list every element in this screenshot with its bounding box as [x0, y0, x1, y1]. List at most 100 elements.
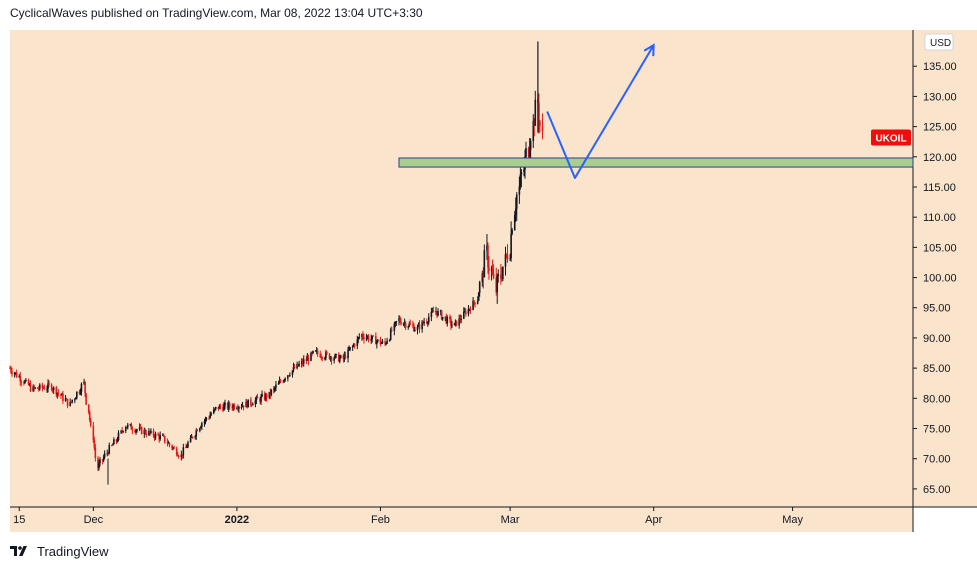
candle-body [9, 368, 11, 370]
candle-body [282, 381, 285, 383]
candle-body [185, 447, 187, 449]
candle-body [402, 323, 405, 325]
candle-body [385, 343, 387, 345]
candle-body [48, 383, 50, 385]
candle-body [263, 394, 266, 400]
candle-body [247, 399, 249, 408]
candle-body [98, 463, 100, 469]
candle-body [418, 324, 421, 330]
price-axis-background [913, 30, 977, 507]
candle-body [449, 316, 451, 319]
candle-body [23, 382, 25, 384]
candle-body [181, 454, 184, 456]
candle-body [76, 391, 78, 398]
candle-body [436, 311, 438, 316]
candle-body [217, 406, 220, 409]
y-tick-label: 95.00 [923, 303, 951, 315]
candle-body [339, 355, 342, 358]
candle-body [371, 335, 373, 339]
candle-body [117, 432, 120, 440]
candle-body [311, 352, 313, 354]
candle-body [422, 321, 424, 324]
candle-body [103, 453, 106, 458]
candle-body [315, 350, 318, 352]
candle-body [182, 447, 185, 456]
candle-body [337, 354, 340, 362]
candle-body [162, 434, 164, 436]
candle-body [134, 430, 136, 432]
candle-body [344, 355, 347, 359]
candle-body [444, 316, 447, 318]
candle-body [324, 358, 326, 360]
candle-body [252, 404, 254, 406]
candle-body [36, 387, 39, 389]
candle-body [32, 386, 34, 392]
candle-body [316, 350, 319, 354]
candle-body [472, 300, 474, 310]
candle-body [172, 447, 174, 449]
candle-body [52, 387, 55, 390]
candle-body [126, 424, 129, 428]
candle-body [131, 429, 134, 431]
candle-body [138, 427, 141, 430]
candle-body [69, 401, 71, 406]
candle-body [268, 391, 271, 398]
x-tick-label: Feb [371, 514, 390, 526]
candle-body [237, 408, 239, 410]
candle-body [113, 439, 115, 445]
candle-body [41, 384, 44, 388]
candle-body [412, 324, 414, 326]
candle-body [238, 406, 240, 409]
candle-body [365, 337, 368, 340]
candle-body [408, 323, 411, 327]
currency-text: USD [930, 38, 951, 49]
candle-body [307, 357, 310, 361]
candle-body [277, 383, 280, 385]
candle-body [87, 404, 90, 412]
candle-body [388, 339, 391, 341]
candle-body [425, 321, 428, 323]
y-tick-label: 65.00 [923, 484, 951, 496]
candle-body [298, 363, 300, 367]
candle-body [152, 430, 155, 436]
y-tick-label: 130.00 [923, 91, 957, 103]
candle-body [38, 384, 41, 389]
currency-label: USD [924, 33, 954, 51]
symbol-tag-box [871, 129, 911, 146]
candle-body [515, 194, 518, 209]
candle-body [541, 126, 544, 132]
candle-body [338, 357, 341, 362]
candle-body [513, 215, 516, 231]
candle-body [335, 354, 337, 356]
candle-body [284, 378, 287, 380]
candle-body [432, 311, 435, 313]
candle-body [506, 254, 509, 260]
candle-body [329, 357, 332, 359]
candle-body [71, 399, 73, 403]
footer-brand: TradingView [37, 543, 109, 559]
chart-area[interactable]: 65.00 70.00 75.00 80.00 85.00 90.00 95.00 100.0… [0, 0, 977, 540]
candle-body [101, 459, 104, 461]
candle-body [532, 120, 535, 142]
candle-body [233, 405, 236, 409]
candle-body [120, 430, 122, 433]
candle-body [473, 300, 475, 303]
candle-body [389, 329, 392, 340]
candle-body [175, 448, 178, 455]
candle-body [293, 366, 296, 369]
candle-body [446, 316, 449, 324]
price-chart[interactable]: 65.00 70.00 75.00 80.00 85.00 90.00 95.00 100.0… [0, 0, 977, 540]
candle-body [319, 353, 322, 358]
candle-body [505, 254, 508, 256]
candle-body [453, 323, 456, 326]
y-tick-label: 100.00 [923, 273, 957, 285]
candle-body [255, 396, 258, 401]
candle-body [529, 141, 532, 150]
candle-body [61, 393, 63, 396]
candle-body [348, 349, 350, 351]
candle-body [200, 426, 202, 429]
support-zone [398, 157, 914, 168]
candle-body [180, 454, 183, 458]
candle-body [496, 276, 499, 293]
candle-body [399, 318, 401, 322]
